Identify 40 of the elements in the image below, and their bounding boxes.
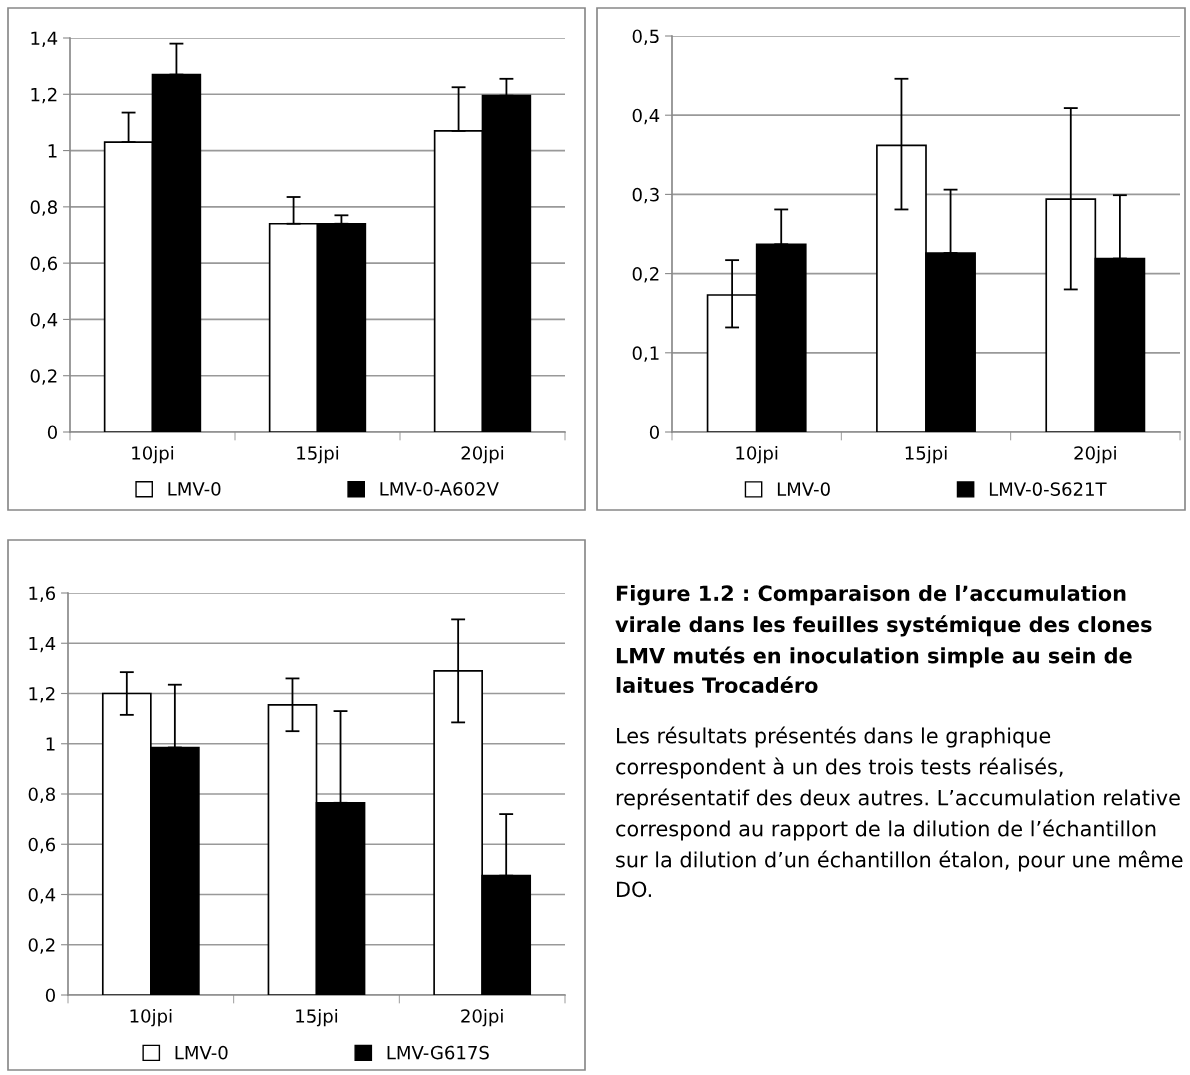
y-tick-label: 0,4 <box>632 108 660 125</box>
y-tick-label: 0,8 <box>30 200 57 216</box>
y-tick-label: 1 <box>48 144 57 158</box>
text: Les résultats présentés dans le graphique correspondent à un des trois tests réalisés, représentatif des deux autres. L’accumulation relative correspond au rapport de la dilution de l’échantillon sur la dilution d’un échantillon étalon, pour une même DO. <box>616 726 1183 898</box>
y-tick-label: 1,2 <box>31 87 57 104</box>
y-tick-label: 1,6 <box>29 586 56 602</box>
text: Figure 1.2 : Comparaison de l’accumulation virale dans les feuilles systémique des clones LMV mutés en inoculation simple au sein de laitues Trocadéro <box>615 585 1152 694</box>
y-tick-label: 0,2 <box>632 267 659 283</box>
x-tick-label: 10jpi <box>130 1008 172 1027</box>
y-tick-label: 0,2 <box>30 369 57 385</box>
legend-label: LMV-0 <box>168 482 221 496</box>
x-tick-label: 20jpi <box>461 445 504 464</box>
x-tick-label: 10jpi <box>736 445 778 464</box>
legend-label: LMV-0-S621T <box>989 482 1107 496</box>
y-tick-label: 0 <box>649 425 659 440</box>
y-tick-label: 0 <box>47 425 57 440</box>
x-tick-label: 20jpi <box>461 1008 503 1027</box>
y-tick-label: 0,3 <box>632 187 659 204</box>
y-tick-label: 0,6 <box>30 256 58 273</box>
x-tick-label: 15jpi <box>905 445 947 464</box>
y-tick-label: 0,6 <box>28 837 56 854</box>
legend-label: LMV-0 <box>175 1045 228 1060</box>
y-tick-label: 0,1 <box>632 346 659 362</box>
x-tick-label: 10jpi <box>132 445 174 464</box>
x-tick-label: 15jpi <box>296 1008 338 1027</box>
y-tick-label: 1 <box>46 737 55 751</box>
x-tick-label: 15jpi <box>297 445 339 464</box>
y-tick-label: 0,4 <box>30 312 58 329</box>
y-tick-label: 0,5 <box>632 29 659 45</box>
legend-label: LMV-0 <box>777 482 830 496</box>
y-tick-label: 0,2 <box>28 938 55 954</box>
y-tick-label: 0,4 <box>28 887 56 904</box>
legend-label: LMV-0-A602V <box>380 482 499 496</box>
y-tick-label: 0,8 <box>28 787 55 803</box>
y-tick-label: 1,4 <box>29 636 56 653</box>
y-tick-label: 1,2 <box>29 686 55 703</box>
y-tick-label: 0 <box>45 988 55 1003</box>
y-tick-label: 1,4 <box>31 31 58 47</box>
x-tick-label: 20jpi <box>1074 445 1116 464</box>
legend-label: LMV-G617S <box>387 1045 489 1060</box>
